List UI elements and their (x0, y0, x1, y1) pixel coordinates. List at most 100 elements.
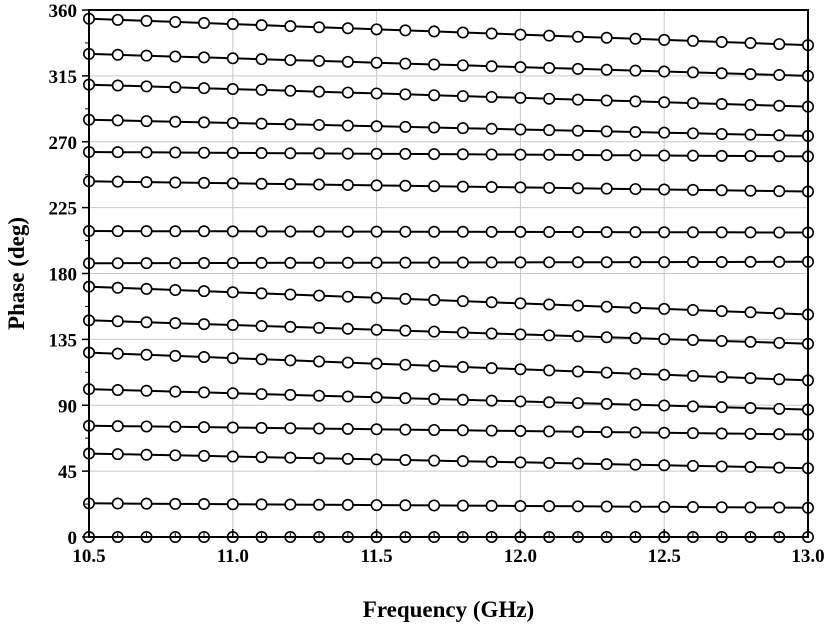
data-point (571, 30, 584, 43)
data-point (744, 372, 757, 385)
data-point (255, 451, 268, 464)
data-point (169, 420, 182, 433)
data-point (313, 498, 326, 511)
data-point (198, 82, 211, 95)
data-point (543, 500, 556, 513)
data-point (284, 451, 297, 464)
data-point (198, 386, 211, 399)
x-tick-label: 12.5 (648, 546, 681, 567)
data-point (399, 324, 412, 337)
data-point (169, 115, 182, 128)
series-3 (83, 447, 814, 475)
data-point (571, 397, 584, 410)
data-point (485, 225, 498, 238)
data-point (485, 424, 498, 437)
data-point (226, 450, 239, 463)
data-point (370, 147, 383, 160)
data-point (658, 33, 671, 46)
data-point (686, 400, 699, 413)
data-point (543, 92, 556, 105)
y-tick-label: 0 (68, 528, 78, 549)
data-point (744, 98, 757, 111)
data-point (284, 320, 297, 333)
data-point (514, 456, 527, 469)
data-point (370, 453, 383, 466)
data-point (341, 22, 354, 35)
x-tick-label: 11.5 (360, 546, 392, 567)
series-6 (83, 346, 814, 387)
data-point (485, 499, 498, 512)
data-point (456, 499, 469, 512)
data-point (686, 34, 699, 47)
data-point (428, 148, 441, 161)
data-point (715, 35, 728, 48)
data-point (428, 58, 441, 71)
data-point (543, 298, 556, 311)
data-point (111, 48, 124, 61)
data-point (313, 118, 326, 131)
data-point (485, 296, 498, 309)
data-point (658, 426, 671, 439)
data-point (744, 255, 757, 268)
data-point (571, 330, 584, 343)
data-point (600, 94, 613, 107)
data-point (169, 15, 182, 28)
data-point (773, 226, 786, 239)
data-point (456, 393, 469, 406)
data-point (313, 147, 326, 160)
data-point (255, 287, 268, 300)
data-point (284, 147, 297, 160)
data-point (198, 16, 211, 29)
data-point (715, 184, 728, 197)
data-point (370, 120, 383, 133)
data-point (399, 292, 412, 305)
data-point (629, 95, 642, 108)
data-point (514, 256, 527, 269)
data-point (111, 175, 124, 188)
data-point (571, 148, 584, 161)
data-point (629, 32, 642, 45)
data-point (715, 67, 728, 80)
data-point (629, 183, 642, 196)
x-tick-label: 10.5 (72, 546, 105, 567)
data-point (773, 501, 786, 514)
data-point (600, 426, 613, 439)
data-point (198, 449, 211, 462)
data-point (255, 117, 268, 130)
data-point (226, 498, 239, 511)
data-point (629, 398, 642, 411)
data-point (715, 226, 728, 239)
data-point (341, 256, 354, 269)
series-line (88, 388, 809, 411)
data-point (514, 148, 527, 161)
data-point (456, 326, 469, 339)
data-point (370, 225, 383, 238)
data-point (169, 317, 182, 330)
data-point (456, 90, 469, 103)
data-point (773, 336, 786, 349)
data-point (686, 183, 699, 196)
series-line (88, 151, 809, 158)
data-point (543, 181, 556, 194)
data-point (629, 301, 642, 314)
data-point (111, 281, 124, 294)
data-point (543, 148, 556, 161)
data-point (370, 423, 383, 436)
data-point (198, 51, 211, 64)
grid-lines (88, 9, 809, 538)
y-tick-label: 90 (58, 396, 77, 417)
data-point (629, 149, 642, 162)
data-point (744, 461, 757, 474)
data-point (226, 18, 239, 31)
data-point (543, 456, 556, 469)
data-point (399, 57, 412, 70)
data-point (226, 146, 239, 159)
data-point (543, 124, 556, 137)
data-point (255, 177, 268, 190)
data-point (284, 20, 297, 33)
data-point (715, 255, 728, 268)
series-line (88, 17, 809, 47)
data-point (370, 179, 383, 192)
data-point (456, 59, 469, 72)
